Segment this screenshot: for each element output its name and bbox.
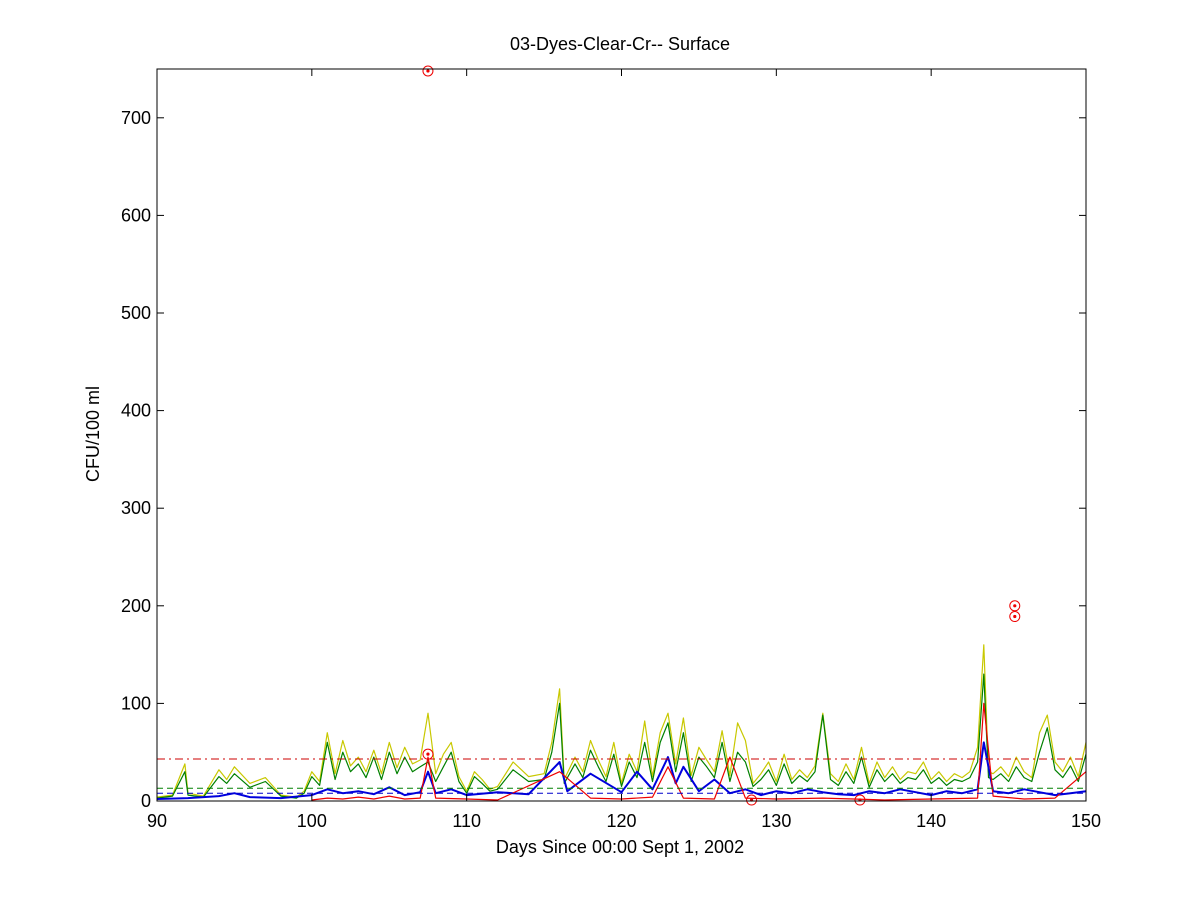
x-axis-label: Days Since 00:00 Sept 1, 2002	[496, 837, 744, 857]
series-line-4	[311, 702, 1087, 801]
y-tick-label-700: 700	[121, 108, 151, 128]
x-tick-label-110: 110	[452, 811, 481, 831]
series-line-1	[156, 644, 1087, 798]
sample-marker-dot-1	[426, 69, 430, 73]
y-tick-label-600: 600	[121, 205, 151, 225]
sample-marker-2	[422, 748, 434, 760]
y-tick-label-200: 200	[121, 596, 151, 616]
y-tick-label-400: 400	[121, 401, 151, 421]
sample-marker-6	[1009, 611, 1021, 623]
sample-marker-dot-2	[426, 752, 430, 756]
sample-marker-1	[422, 65, 434, 77]
sample-marker-dot-5	[1013, 604, 1017, 608]
y-axis: 0 100 200 300 400 500 600 700	[121, 108, 1086, 811]
sample-marker-4	[854, 794, 866, 806]
marker-layer	[422, 65, 1021, 806]
x-tick-label-90: 90	[147, 811, 167, 831]
plot-frame	[156, 68, 1087, 802]
x-tick-label-150: 150	[1071, 811, 1101, 831]
series-layer	[156, 644, 1087, 801]
x-tick-label-100: 100	[297, 811, 327, 831]
y-tick-label-300: 300	[121, 498, 151, 518]
sample-marker-dot-6	[1013, 614, 1017, 619]
reference-lines	[157, 758, 1086, 794]
series-line-2	[156, 673, 1087, 799]
y-axis-label: CFU/100 ml	[83, 386, 103, 482]
x-axis: 90 100 110 120 130 140 150	[147, 69, 1101, 831]
y-tick-label-100: 100	[121, 693, 151, 713]
y-tick-label-0: 0	[141, 791, 151, 811]
sample-marker-3	[746, 794, 758, 806]
chart-title: 03-Dyes-Clear-Cr-- Surface	[510, 34, 730, 54]
y-tick-label-500: 500	[121, 303, 151, 323]
sample-marker-5	[1009, 600, 1021, 612]
x-tick-label-130: 130	[761, 811, 791, 831]
series-line-3	[156, 741, 1087, 800]
x-tick-label-140: 140	[916, 811, 946, 831]
x-tick-label-120: 120	[606, 811, 636, 831]
